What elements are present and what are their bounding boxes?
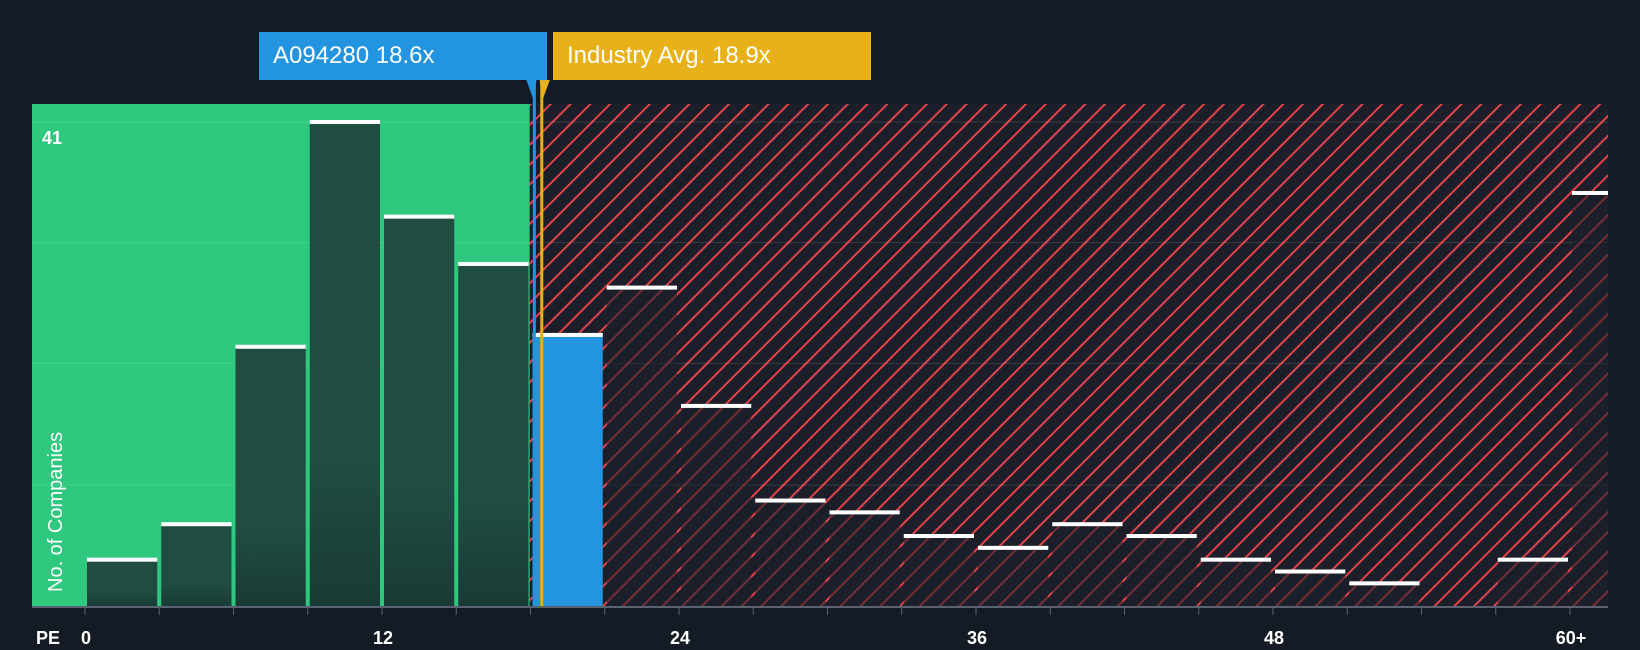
histogram-bar-cap-39	[1052, 522, 1123, 527]
company-marker-pointer	[526, 80, 537, 102]
company-pe-callout: A094280 18.6x	[259, 32, 547, 80]
y-tick-label-max: 41	[42, 128, 62, 148]
y-axis-label: No. of Companies	[45, 432, 67, 592]
x-tick-label-0: 0	[81, 628, 91, 648]
x-tick-label-5: 60+	[1556, 628, 1587, 648]
x-tick-label-4: 48	[1264, 628, 1284, 648]
histogram-bar-cap-51	[1349, 581, 1420, 586]
histogram-bar-42	[1126, 536, 1197, 607]
histogram-bar-cap-48	[1275, 569, 1346, 574]
histogram-bar-cap-57	[1497, 557, 1568, 562]
histogram-bar-51	[1349, 583, 1420, 607]
histogram-bar-12	[384, 216, 455, 607]
histogram-bar-27	[755, 500, 826, 607]
histogram-bar-cap-0	[87, 557, 158, 562]
industry-average-callout: Industry Avg. 18.9x	[553, 32, 871, 80]
histogram-bar-cap-3	[161, 522, 232, 527]
histogram-bar-cap-21	[606, 285, 677, 290]
histogram-bar-cap-27	[755, 498, 826, 503]
histogram-bar-45	[1200, 559, 1271, 607]
histogram-bar-24	[681, 405, 752, 607]
histogram-bar-cap-42	[1126, 534, 1197, 539]
histogram-bar-3	[161, 524, 232, 607]
histogram-bar-cap-24	[681, 403, 752, 408]
histogram-bar-cap-33	[903, 534, 974, 539]
histogram-bar-39	[1052, 524, 1123, 607]
histogram-bar-cap-6	[235, 344, 306, 349]
histogram-bar-18	[532, 334, 603, 607]
histogram-bar-cap-9	[309, 120, 380, 124]
histogram-bar-cap-12	[384, 214, 455, 219]
histogram-bar-48	[1275, 571, 1346, 607]
histogram-bar-9	[309, 122, 380, 607]
histogram-bar-cap-15	[458, 261, 529, 266]
histogram-bar-cap-36	[978, 545, 1049, 550]
x-tick-label-3: 36	[967, 628, 987, 648]
histogram-bar-60	[1572, 192, 1608, 607]
histogram-bar-cap-30	[829, 510, 900, 515]
histogram-bar-0	[87, 559, 158, 607]
x-tick-label-2: 24	[670, 628, 690, 648]
histogram-bar-cap-60	[1572, 190, 1608, 195]
histogram-bar-30	[829, 512, 900, 607]
histogram-bar-33	[903, 536, 974, 607]
histogram-bar-15	[458, 263, 529, 607]
histogram-bar-36	[978, 547, 1049, 607]
histogram-bar-21	[606, 287, 677, 607]
histogram-bar-cap-18	[532, 332, 603, 337]
histogram-bar-cap-45	[1200, 557, 1271, 562]
histogram-bar-6	[235, 346, 306, 607]
x-tick-label-1: 12	[373, 628, 393, 648]
histogram-bar-57	[1497, 559, 1568, 607]
industry-marker-pointer	[539, 80, 550, 102]
x-axis-label: PE	[36, 628, 60, 648]
